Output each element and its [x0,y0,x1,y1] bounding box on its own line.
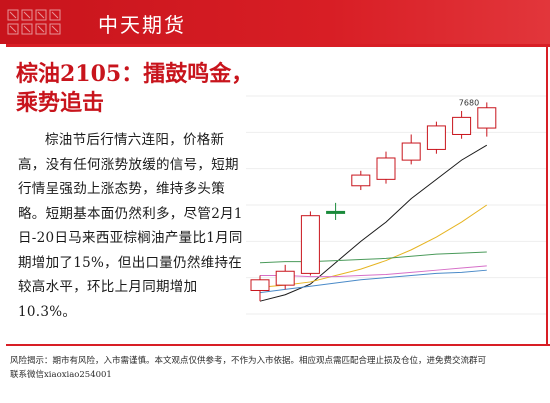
logo-pattern-icon [7,9,61,35]
candle-body [300,215,320,274]
ma-line [260,265,487,278]
candle [326,202,346,220]
candle [351,170,371,191]
candle [401,134,421,165]
moving-average-lines [259,144,488,302]
disclaimer-line-1: 风险揭示：期市有风险，入市需谨慎。本文观点仅供参考，不作为入市依据。相应观点需匹… [10,356,487,366]
article-body: 棕油节后行情六连阳，价格新高，没有任何涨势放缓的信号，短期行情呈强劲上涨态势，维… [18,132,243,320]
candle-body [426,125,446,150]
candle-body [351,174,371,187]
chart-gridlines [246,95,546,315]
candle [477,102,497,137]
risk-disclaimer: 风险揭示：期市有风险，入市需谨慎。本文观点仅供参考，不作为入市依据。相应观点需匹… [10,354,540,382]
candle [250,275,270,302]
header-title: 中天期货 [98,13,186,37]
candle-body [376,157,396,180]
ma-line [259,204,488,288]
candle-body [326,210,346,214]
candle [300,211,320,276]
candle-body [477,107,497,129]
price-annotation: 7680 [459,98,479,107]
candle [376,151,396,184]
candles [250,102,497,302]
right-border [546,44,548,344]
candle-body [401,142,421,161]
candle [452,110,472,139]
candle-body [275,270,295,286]
candle-body [452,116,472,135]
header-divider [6,44,550,47]
candle [275,264,295,290]
headline-line-1: 棕油2105：擂鼓鸣金， [16,61,254,87]
candlestick-chart: 7680 [246,95,546,315]
ma-line [259,269,487,294]
ma-line [259,251,487,264]
footer-divider [6,344,550,346]
headline-line-2: 乘势追击 [16,90,105,116]
headline: 棕油2105：擂鼓鸣金， 乘势追击 [16,60,256,118]
ma-line [259,144,488,302]
candle [426,121,446,154]
candle-body [250,279,270,291]
disclaimer-line-2: 联系微信xiaoxiao254001 [10,370,112,380]
header-bar: 中天期货 [0,0,550,44]
